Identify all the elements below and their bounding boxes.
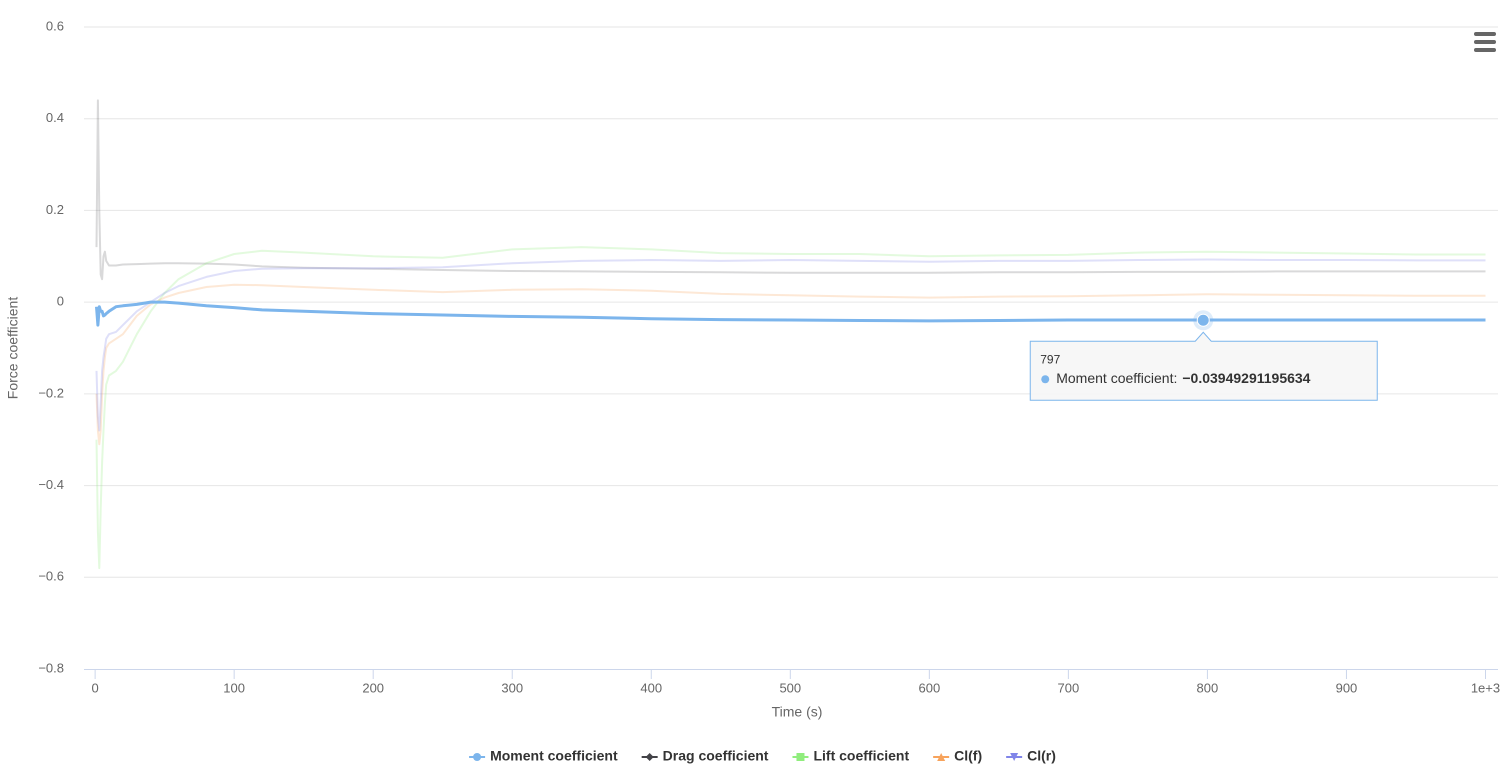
y-tick-label: −0.8 — [38, 660, 64, 675]
series-line — [95, 246, 1486, 570]
menu-bar — [1474, 32, 1496, 36]
legend-item[interactable]: Lift coefficient — [792, 748, 909, 764]
y-tick-label: −0.6 — [38, 569, 64, 584]
legend-item[interactable]: Moment coefficient — [469, 748, 618, 764]
x-tick-label: 300 — [501, 680, 523, 695]
x-tick-label: 500 — [779, 680, 801, 695]
x-tick-label: 900 — [1336, 680, 1358, 695]
tooltip-value: −0.03949291195634 — [1182, 370, 1310, 386]
x-tick-label: 400 — [640, 680, 662, 695]
x-tick-label: 700 — [1058, 680, 1080, 695]
tooltip: 797 Moment coefficient: −0.03949291195634 — [1029, 331, 1378, 401]
y-tick-label: 0 — [57, 294, 64, 309]
series-line — [95, 283, 1486, 446]
legend-symbol — [796, 753, 805, 761]
menu-bar — [1474, 48, 1496, 52]
x-tick-label: 1e+3 — [1471, 680, 1500, 695]
legend-item[interactable]: Cl(r) — [1006, 748, 1056, 764]
legend-label: Lift coefficient — [813, 748, 909, 764]
x-tick-label: 600 — [918, 680, 940, 695]
legend-symbol — [937, 753, 946, 761]
x-tick-label: 100 — [223, 680, 245, 695]
x-tick-label: 200 — [362, 680, 384, 695]
series-line — [95, 300, 1486, 327]
x-tick-label: 800 — [1197, 680, 1219, 695]
legend-label: Moment coefficient — [490, 748, 618, 764]
y-axis-label: Force coefficient — [5, 297, 21, 400]
y-tick-label: 0.2 — [46, 202, 64, 217]
tooltip-name: Moment coefficient: — [1056, 370, 1177, 386]
legend-label: Cl(f) — [954, 748, 982, 764]
legend-item[interactable]: Drag coefficient — [641, 748, 769, 764]
legend-label: Drag coefficient — [663, 748, 769, 764]
legend-symbol — [473, 753, 482, 761]
menu-bar — [1474, 40, 1496, 44]
legend-symbol — [1010, 753, 1019, 761]
series-line — [95, 99, 1486, 281]
y-tick-label: 0.4 — [46, 110, 64, 125]
legend-item[interactable]: Cl(f) — [933, 748, 982, 764]
legend: Moment coefficient Drag coefficient Lift c… — [469, 748, 1056, 764]
menu-button[interactable] — [1474, 32, 1496, 52]
tooltip-box — [1029, 331, 1378, 401]
y-tick-label: −0.4 — [38, 477, 64, 492]
series-line — [95, 258, 1486, 432]
tooltip-dot — [1041, 375, 1050, 384]
legend-symbol — [645, 753, 654, 761]
legend-label: Cl(r) — [1027, 748, 1056, 764]
x-tick-label: 0 — [92, 680, 99, 695]
tooltip-header: 797 — [1040, 352, 1060, 366]
y-tick-label: −0.2 — [38, 385, 64, 400]
y-tick-label: 0.6 — [46, 18, 64, 33]
x-axis-label: Time (s) — [772, 704, 823, 720]
hover-point — [1196, 313, 1210, 327]
